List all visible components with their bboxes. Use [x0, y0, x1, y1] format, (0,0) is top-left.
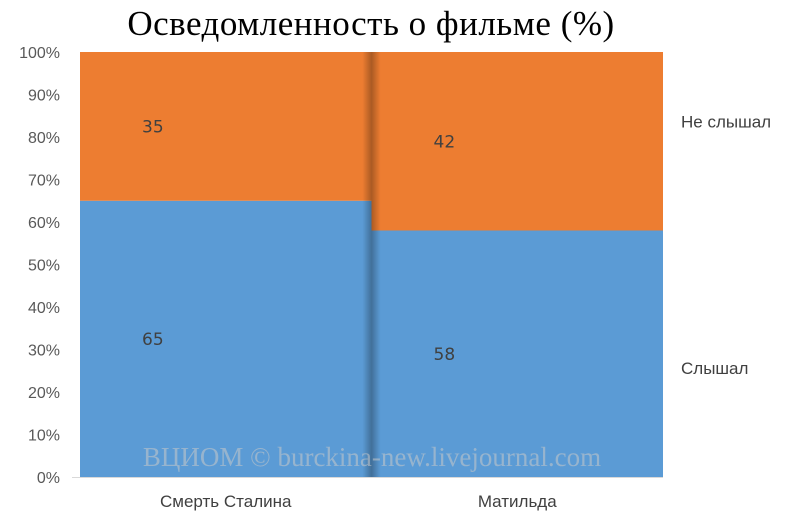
- x-category-label: Смерть Сталина: [160, 492, 292, 511]
- y-tick-label: 90%: [28, 88, 60, 105]
- y-tick-label: 70%: [28, 173, 60, 190]
- chart-marks: 65 35 58 42: [80, 52, 663, 477]
- bar-not-heard-2: [371, 52, 663, 231]
- legend-entry: Слышал: [681, 359, 748, 378]
- y-tick-label: 10%: [28, 428, 60, 445]
- y-tick-label: 0%: [37, 470, 60, 487]
- y-tick-label: 100%: [19, 45, 60, 62]
- bar-not-heard-1: [80, 52, 372, 201]
- bar-heard-1: [80, 200, 372, 477]
- y-tick-label: 40%: [28, 300, 60, 317]
- bar-heard-2: [371, 230, 663, 477]
- data-label: 35: [142, 117, 164, 137]
- y-tick-label: 60%: [28, 215, 60, 232]
- y-tick-label: 50%: [28, 258, 60, 275]
- x-axis: Смерть Сталина Матильда: [72, 477, 663, 511]
- data-label: 42: [434, 132, 456, 152]
- chart-title: Осведомленность о фильме (%): [127, 4, 615, 43]
- legend-entry: Не слышал: [681, 112, 771, 131]
- data-label: 58: [434, 345, 456, 365]
- y-axis: 0% 10% 20% 30% 40% 50% 60% 70% 80% 90% 100%: [19, 45, 60, 487]
- y-tick-label: 80%: [28, 130, 60, 147]
- data-label: 65: [142, 330, 164, 350]
- y-tick-label: 30%: [28, 343, 60, 360]
- watermark-text: ВЦИОМ © burckina-new.livejournal.com: [143, 442, 601, 472]
- y-tick-label: 20%: [28, 385, 60, 402]
- legend: Слышал Не слышал: [681, 112, 771, 378]
- x-category-label: Матильда: [478, 492, 557, 511]
- bar-separator-shadow: [362, 52, 381, 477]
